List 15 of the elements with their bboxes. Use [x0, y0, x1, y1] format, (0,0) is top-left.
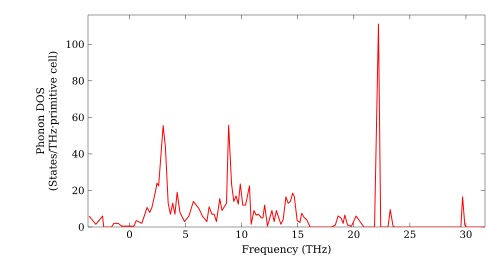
y-tick-label: 80 [72, 77, 84, 85]
y-axis-title: Phonon DOS (States/THz·primitive cell) [36, 52, 59, 190]
y-tick-label: 0 [78, 223, 84, 231]
y-tick-label: 20 [72, 186, 84, 194]
y-tick-label: 100 [66, 40, 84, 48]
x-tick-label: 10 [236, 230, 248, 238]
x-tick-label: 15 [292, 230, 304, 238]
x-tick-label: 0 [126, 230, 132, 238]
y-tick-label: 60 [72, 114, 84, 122]
y-tick-label: 40 [72, 150, 84, 158]
x-tick-label: 20 [348, 230, 360, 238]
x-tick-label: 5 [183, 230, 188, 238]
x-tick-label: 25 [404, 230, 416, 238]
x-tick-label: 30 [460, 230, 472, 238]
x-axis-title: Frequency (THz) [242, 244, 331, 256]
